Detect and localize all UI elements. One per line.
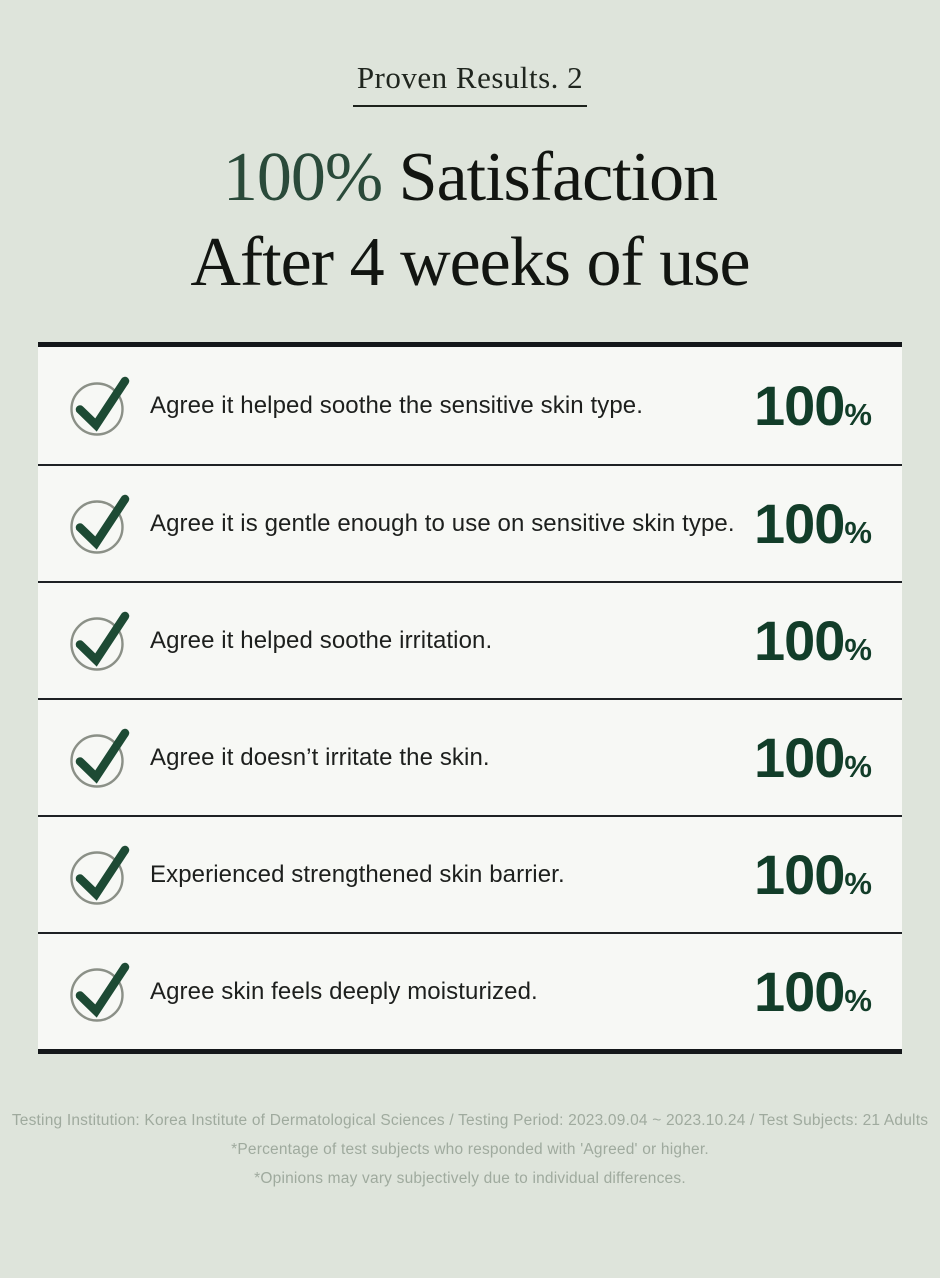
row-value: 100% [754,608,872,673]
table-row: Agree skin feels deeply moisturized. 100… [38,932,902,1049]
check-circle-icon [66,726,136,790]
title-highlight: 100% [222,139,383,216]
footnote-percentage-note: *Percentage of test subjects who respond… [231,1141,709,1158]
row-value-number: 100 [753,609,845,672]
row-value-number: 100 [753,374,845,437]
row-label: Agree it is gentle enough to use on sens… [150,509,735,537]
row-value: 100% [754,491,872,556]
check-circle-icon [66,374,136,438]
row-value-number: 100 [753,726,845,789]
results-table: Agree it helped soothe the sensitive ski… [38,342,902,1054]
row-value-number: 100 [753,492,845,555]
table-row: Agree it helped soothe irritation. 100% [38,581,902,698]
check-circle-icon [66,843,136,907]
row-value-number: 100 [753,960,845,1023]
percent-sign: % [844,983,872,1018]
row-label: Agree skin feels deeply moisturized. [150,977,538,1005]
eyebrow-wrap: Proven Results. 2 [0,0,940,107]
percent-sign: % [844,397,872,432]
row-value: 100% [754,959,872,1024]
row-label: Experienced strengthened skin barrier. [150,860,565,888]
title-line2: After 4 weeks of use [190,224,750,301]
table-row: Agree it doesn’t irritate the skin. 100% [38,698,902,815]
table-row: Agree it helped soothe the sensitive ski… [38,347,902,464]
footnote-opinions-note: *Opinions may vary subjectively due to i… [254,1170,686,1187]
page-title: 100% Satisfaction After 4 weeks of use [0,135,940,305]
percent-sign: % [844,749,872,784]
row-value: 100% [754,842,872,907]
table-row: Experienced strengthened skin barrier. 1… [38,815,902,932]
table-row: Agree it is gentle enough to use on sens… [38,464,902,581]
title-rest: Satisfaction [382,139,718,216]
row-value: 100% [754,725,872,790]
check-circle-icon [66,960,136,1024]
footnote-testing-info: Testing Institution: Korea Institute of … [11,1112,929,1129]
check-circle-icon [66,609,136,673]
row-value-number: 100 [753,843,845,906]
eyebrow-label: Proven Results. 2 [352,60,588,107]
percent-sign: % [844,632,872,667]
row-label: Agree it doesn’t irritate the skin. [150,743,490,771]
percent-sign: % [844,515,872,550]
row-value: 100% [754,373,872,438]
footnotes: Testing Institution: Korea Institute of … [0,1106,940,1193]
check-circle-icon [66,492,136,556]
percent-sign: % [844,866,872,901]
row-label: Agree it helped soothe the sensitive ski… [150,391,643,419]
row-label: Agree it helped soothe irritation. [150,626,493,654]
